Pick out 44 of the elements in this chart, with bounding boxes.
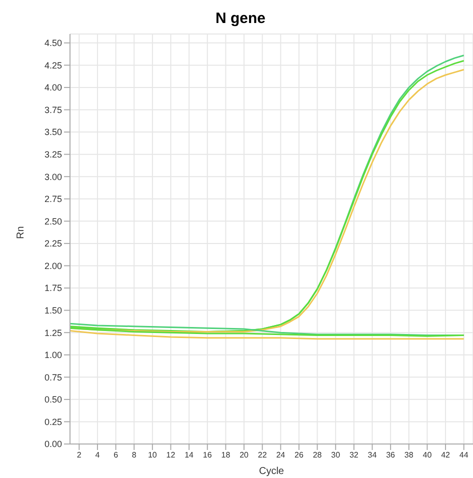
x-tick-label: 16 <box>202 450 212 460</box>
y-tick-label: 3.50 <box>44 127 62 138</box>
y-tick-label: 1.25 <box>44 328 62 338</box>
x-tick-label: 20 <box>240 450 250 460</box>
y-tick-label: 0.00 <box>44 439 62 450</box>
x-tick-label: 8 <box>132 450 137 460</box>
x-tick-label: 4 <box>95 450 100 460</box>
y-tick-label: 1.50 <box>44 306 62 316</box>
x-tick-label: 38 <box>404 450 414 460</box>
y-tick-label: 2.50 <box>44 216 62 226</box>
x-tick-label: 40 <box>422 450 432 460</box>
y-tick-label: 3.25 <box>44 150 62 160</box>
x-tick-label: 2 <box>76 450 82 460</box>
x-tick-label: 34 <box>368 450 378 460</box>
y-tick-label: 3.75 <box>44 104 62 115</box>
x-tick-label: 30 <box>331 450 341 460</box>
x-tick-label: 44 <box>459 450 469 460</box>
x-tick-label: 22 <box>258 450 268 460</box>
x-tick-label: 24 <box>276 450 286 460</box>
x-tick-label: 10 <box>148 450 158 460</box>
x-tick-label: 18 <box>221 450 231 460</box>
x-tick-label: 36 <box>386 450 396 460</box>
y-tick-label: 2.25 <box>44 238 62 249</box>
x-tick-label: 26 <box>294 450 304 460</box>
y-tick-label: 4.00 <box>44 82 62 93</box>
y-tick-label: 0.50 <box>44 394 62 405</box>
x-tick-label: 42 <box>441 450 451 460</box>
y-tick-label: 4.25 <box>44 60 62 70</box>
x-tick-label: 32 <box>349 450 359 460</box>
x-axis-title: Cycle <box>258 466 284 477</box>
y-tick-label: 3.00 <box>44 172 62 182</box>
y-tick-label: 1.00 <box>44 350 62 360</box>
x-tick-label: 14 <box>184 450 194 460</box>
y-tick-label: 1.75 <box>44 283 62 294</box>
x-tick-label: 28 <box>312 450 322 460</box>
y-tick-label: 2.00 <box>44 260 62 271</box>
x-tick-label: 12 <box>166 450 176 460</box>
chart-title: N gene <box>214 9 266 29</box>
y-tick-label: 0.25 <box>44 416 62 427</box>
x-tick-label: 6 <box>114 450 119 460</box>
y-tick-label: 0.75 <box>44 372 62 382</box>
y-tick-label: 4.50 <box>44 38 62 48</box>
y-axis-title: Rn <box>16 226 27 239</box>
y-tick-label: 2.75 <box>44 194 62 204</box>
